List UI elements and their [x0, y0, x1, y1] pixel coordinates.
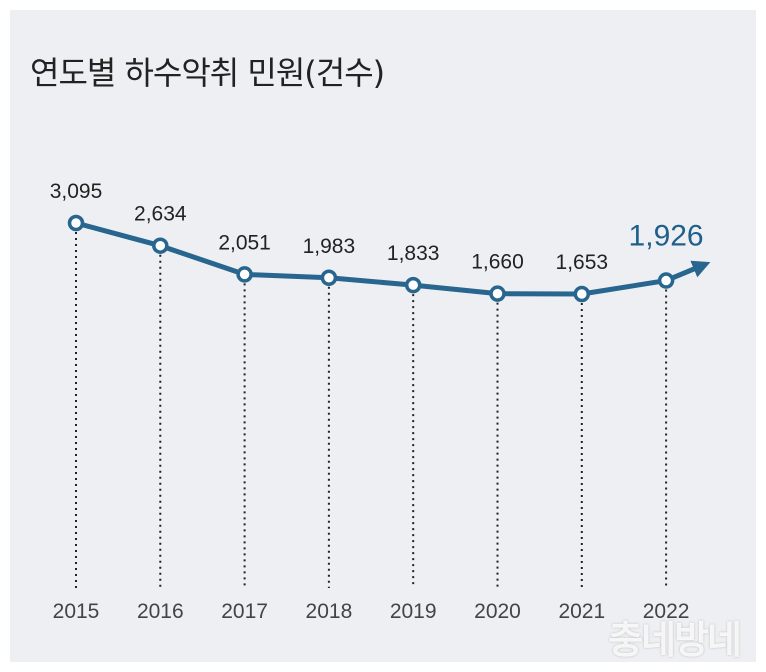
- data-point-2022: [657, 272, 675, 289]
- data-point-2017: [236, 266, 253, 283]
- chart-panel: 연도별 하수악취 민원(건수): [10, 10, 756, 662]
- data-point-2021: [573, 285, 591, 303]
- x-tick-label-2020: 2020: [474, 600, 521, 623]
- data-point-2016: [152, 237, 169, 254]
- data-label-2020: 1,660: [471, 251, 524, 274]
- data-label-2017: 2,051: [218, 231, 271, 254]
- data-point-2019: [404, 276, 422, 294]
- data-point-2020: [489, 285, 506, 302]
- watermark-logo: 충네방네: [608, 618, 742, 662]
- x-tick-label-2016: 2016: [137, 600, 184, 623]
- x-tick-label-2021: 2021: [558, 600, 605, 623]
- x-tick-label-2022: 2022: [643, 600, 690, 623]
- x-tick-label-2018: 2018: [306, 600, 353, 623]
- series-line: [73, 220, 669, 297]
- chart-title: 연도별 하수악취 민원(건수): [30, 54, 385, 92]
- data-point-2015: [67, 214, 85, 232]
- data-point-2018: [320, 269, 338, 287]
- data-label-2019: 1,833: [387, 242, 440, 265]
- x-tick-label-2019: 2019: [390, 600, 437, 623]
- x-tick-label-2017: 2017: [221, 600, 268, 623]
- data-label-2022: 1,926: [629, 220, 704, 253]
- data-label-2015: 3,095: [50, 180, 103, 203]
- x-tick-label-2015: 2015: [53, 600, 100, 623]
- data-label-2021: 1,653: [556, 251, 609, 274]
- data-label-2016: 2,634: [134, 203, 187, 226]
- data-label-2018: 1,983: [303, 235, 356, 258]
